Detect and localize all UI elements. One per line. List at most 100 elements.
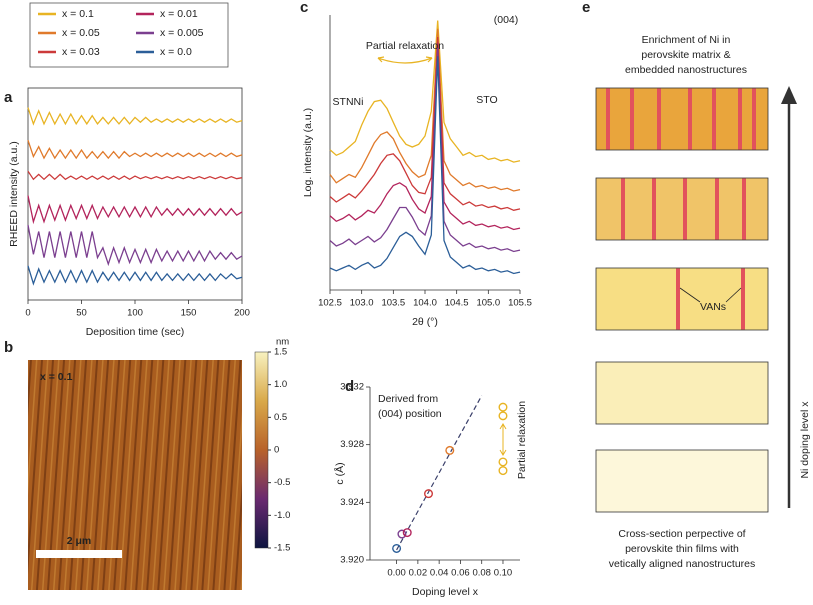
data-line <box>329 42 521 231</box>
van <box>621 178 625 240</box>
data-point <box>498 402 508 412</box>
y-axis-label: RHEED intensity (a.u.) <box>8 141 20 247</box>
panel-label: c <box>300 0 308 16</box>
x-tick-label: 105.0 <box>476 298 500 309</box>
x-tick-label: 0.08 <box>472 568 491 579</box>
data-line <box>27 224 243 267</box>
van <box>715 178 719 240</box>
data-point <box>498 466 508 476</box>
y-tick-label: 3.928 <box>340 439 364 450</box>
van <box>606 88 610 150</box>
legend-box <box>29 2 229 68</box>
data-line <box>27 265 243 286</box>
van <box>741 268 745 330</box>
legend-label: x = 0.01 <box>160 8 198 20</box>
x-tick-label: 100 <box>127 308 143 319</box>
x-tick-label: 104.5 <box>445 298 469 309</box>
data-line <box>27 107 243 126</box>
axis-label: Ni doping level x <box>799 401 811 479</box>
van <box>712 88 716 150</box>
panel-label: e <box>582 0 590 16</box>
x-axis-label: Doping level x <box>412 586 479 598</box>
data-point <box>445 445 455 455</box>
x-tick-label: 102.5 <box>318 298 342 309</box>
data-point <box>397 529 407 539</box>
legend-label: x = 0.005 <box>160 27 204 39</box>
x-tick-label: 0.10 <box>494 568 513 579</box>
data-line <box>329 20 521 163</box>
data-point <box>392 543 402 553</box>
data-line <box>329 47 521 253</box>
scale-bar <box>36 550 122 558</box>
side-label: Partial relaxation <box>516 401 528 479</box>
colorbar-title: nm <box>276 337 289 348</box>
x-tick-label: 150 <box>181 308 197 319</box>
van <box>630 88 634 150</box>
annotation: STNNi <box>333 96 364 108</box>
legend-label: x = 0.0 <box>160 46 192 58</box>
panel-label: b <box>4 339 13 356</box>
colorbar-tick-label: 1.5 <box>274 347 287 358</box>
data-line <box>27 170 243 181</box>
diagram-text: perovskite thin films with <box>625 543 739 555</box>
van <box>683 178 687 240</box>
pointer <box>725 287 742 303</box>
diagram-text: embedded nanostructures <box>625 64 747 76</box>
diagram-text: Enrichment of Ni in <box>642 34 731 46</box>
x-tick-label: 0.06 <box>451 568 470 579</box>
y-axis-label: Log. intensity (a.u.) <box>302 108 314 197</box>
colorbar <box>254 351 269 549</box>
van <box>742 178 746 240</box>
data-line <box>27 139 243 160</box>
van <box>652 178 656 240</box>
scale-bar-label: 2 μm <box>67 535 92 547</box>
panel-label: d <box>345 378 354 395</box>
annotation: (004) <box>494 14 519 26</box>
film-box <box>595 87 769 151</box>
van <box>752 88 756 150</box>
data-point <box>424 489 434 499</box>
film-box <box>595 449 769 513</box>
x-tick-label: 104.0 <box>413 298 437 309</box>
diagram-text: Cross-section perpective of <box>618 528 745 540</box>
data-line <box>27 195 243 225</box>
y-tick-label: 3.932 <box>340 382 364 393</box>
arrow-head <box>377 56 433 63</box>
vans-label: VANs <box>700 301 726 313</box>
data-line <box>329 56 521 275</box>
data-line <box>329 28 521 192</box>
colorbar-tick-label: -1.5 <box>274 543 290 554</box>
x-tick-label: 103.0 <box>350 298 374 309</box>
pointer <box>679 287 701 303</box>
arrow-head <box>781 86 797 104</box>
x-tick-label: 0 <box>25 308 30 319</box>
annotation: (004) position <box>378 408 442 420</box>
legend-label: x = 0.03 <box>62 46 100 58</box>
arrow-head <box>499 423 507 456</box>
x-tick-label: 50 <box>76 308 87 319</box>
diagram-text: perovskite matrix & <box>641 49 730 61</box>
legend-label: x = 0.05 <box>62 27 100 39</box>
x-tick-label: 105.5 <box>508 298 532 309</box>
plot-frame <box>27 87 243 301</box>
colorbar-tick-label: 0.5 <box>274 412 287 423</box>
annotation: Partial relaxation <box>366 40 444 52</box>
y-axis-label: c (Å) <box>333 462 346 484</box>
film-box <box>595 267 769 331</box>
panel-label: a <box>4 89 13 106</box>
legend-label: x = 0.1 <box>62 8 94 20</box>
annotation: STO <box>476 94 497 106</box>
van <box>657 88 661 150</box>
colorbar-tick-label: -0.5 <box>274 477 290 488</box>
van <box>738 88 742 150</box>
film-box <box>595 361 769 425</box>
colorbar-tick-label: 0 <box>274 445 279 456</box>
y-tick-label: 3.924 <box>340 497 364 508</box>
data-line <box>329 36 521 211</box>
image-label: x = 0.1 <box>40 371 73 383</box>
x-axis-label: Deposition time (sec) <box>86 326 185 338</box>
relaxation-arrow <box>377 57 433 64</box>
y-tick-label: 3.920 <box>340 555 364 566</box>
diagram-text: vetically aligned nanostructures <box>609 558 756 570</box>
